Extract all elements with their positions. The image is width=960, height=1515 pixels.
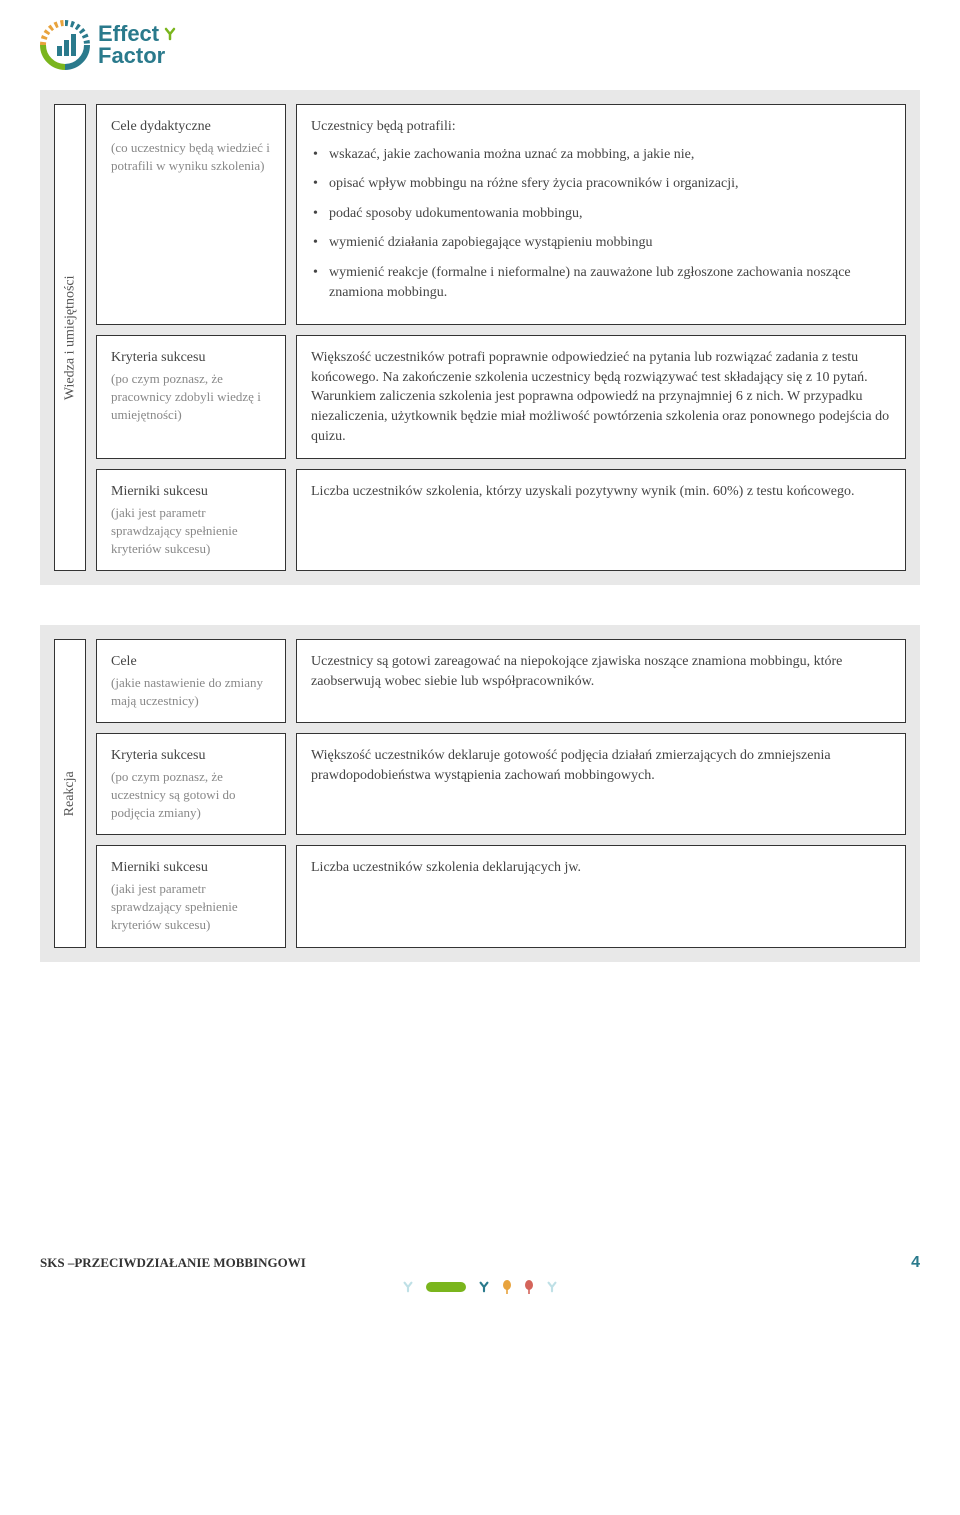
logo-word-2: Factor [98,45,177,67]
deco-pill [426,1282,466,1292]
cell-right-kryteria2: Większość uczestników deklaruje gotowość… [296,733,906,835]
logo-y-icon [163,27,177,41]
page-number: 4 [911,1252,920,1274]
cell-title: Mierniki sukcesu [111,482,271,502]
cell-left-mierniki: Mierniki sukcesu (jaki jest parametr spr… [96,469,286,571]
deco-y-icon [478,1280,490,1294]
bullet-intro: Uczestnicy będą potrafili: [311,117,891,137]
body-text: Liczba uczestników szkolenia, którzy uzy… [311,482,891,502]
cell-title: Mierniki sukcesu [111,858,271,878]
cell-right-cele: Uczestnicy będą potrafili: wskazać, jaki… [296,104,906,325]
deco-pin-icon [502,1280,512,1294]
cell-subtitle: (po czym poznasz, że uczestnicy są gotow… [111,768,271,823]
row-kryteria: Kryteria sukcesu (po czym poznasz, że pr… [96,335,906,459]
logo-word-1: Effect [98,23,159,45]
cell-right-cele2: Uczestnicy są gotowi zareagować na niepo… [296,639,906,723]
cell-subtitle: (jakie nastawienie do zmiany mają uczest… [111,674,271,710]
cell-left-mierniki2: Mierniki sukcesu (jaki jest parametr spr… [96,845,286,947]
cell-right-mierniki: Liczba uczestników szkolenia, którzy uzy… [296,469,906,571]
row-cele2: Cele (jakie nastawienie do zmiany mają u… [96,639,906,723]
bullet-item: podać sposoby udokumentowania mobbingu, [329,204,891,224]
row-mierniki2: Mierniki sukcesu (jaki jest parametr spr… [96,845,906,947]
side-label-container: Reakcja [54,639,86,947]
cell-subtitle: (co uczestnicy będą wiedzieć i potrafili… [111,139,271,175]
deco-y-icon [546,1280,558,1294]
footer-title: SKS –PRZECIWDZIAŁANIE MOBBINGOWI [40,1254,306,1272]
row-kryteria2: Kryteria sukcesu (po czym poznasz, że uc… [96,733,906,835]
bullet-item: wskazać, jakie zachowania można uznać za… [329,145,891,165]
bullet-item: wymienić działania zapobiegające wystąpi… [329,233,891,253]
page-container: Effect Factor Wiedza i umiejętności Cele… [0,0,960,1032]
side-label-container: Wiedza i umiejętności [54,104,86,571]
section-reakcja: Reakcja Cele (jakie nastawienie do zmian… [40,625,920,961]
page-footer: SKS –PRZECIWDZIAŁANIE MOBBINGOWI 4 [0,1252,960,1274]
cell-title: Kryteria sukcesu [111,746,271,766]
section-wiedza: Wiedza i umiejętności Cele dydaktyczne (… [40,90,920,585]
side-label-text: Wiedza i umiejętności [60,275,80,400]
body-text: Liczba uczestników szkolenia deklarujący… [311,858,891,878]
body-text: Większość uczestników deklaruje gotowość… [311,746,891,785]
deco-y-icon [402,1280,414,1294]
cell-subtitle: (po czym poznasz, że pracownicy zdobyli … [111,370,271,425]
row-cele-dydaktyczne: Cele dydaktyczne (co uczestnicy będą wie… [96,104,906,325]
body-text: Uczestnicy są gotowi zareagować na niepo… [311,652,891,691]
body-text: Większość uczestników potrafi poprawnie … [311,348,891,446]
cell-subtitle: (jaki jest parametr sprawdzający spełnie… [111,504,271,559]
cell-title: Kryteria sukcesu [111,348,271,368]
side-label-text: Reakcja [60,771,80,816]
cell-left-cele: Cele dydaktyczne (co uczestnicy będą wie… [96,104,286,325]
bullet-list: wskazać, jakie zachowania można uznać za… [311,145,891,303]
cell-title: Cele dydaktyczne [111,117,271,137]
deco-pin-icon [524,1280,534,1294]
cell-title: Cele [111,652,271,672]
brand-logo: Effect Factor [40,20,920,70]
bullet-item: wymienić reakcje (formalne i nieformalne… [329,263,891,302]
row-mierniki: Mierniki sukcesu (jaki jest parametr spr… [96,469,906,571]
logo-icon [40,20,90,70]
cell-right-mierniki2: Liczba uczestników szkolenia deklarujący… [296,845,906,947]
cell-left-cele2: Cele (jakie nastawienie do zmiany mają u… [96,639,286,723]
bullet-item: opisać wpływ mobbingu na różne sfery życ… [329,174,891,194]
cell-left-kryteria: Kryteria sukcesu (po czym poznasz, że pr… [96,335,286,459]
cell-subtitle: (jaki jest parametr sprawdzający spełnie… [111,880,271,935]
cell-left-kryteria2: Kryteria sukcesu (po czym poznasz, że uc… [96,733,286,835]
cell-right-kryteria: Większość uczestników potrafi poprawnie … [296,335,906,459]
footer-decoration [0,1280,960,1304]
